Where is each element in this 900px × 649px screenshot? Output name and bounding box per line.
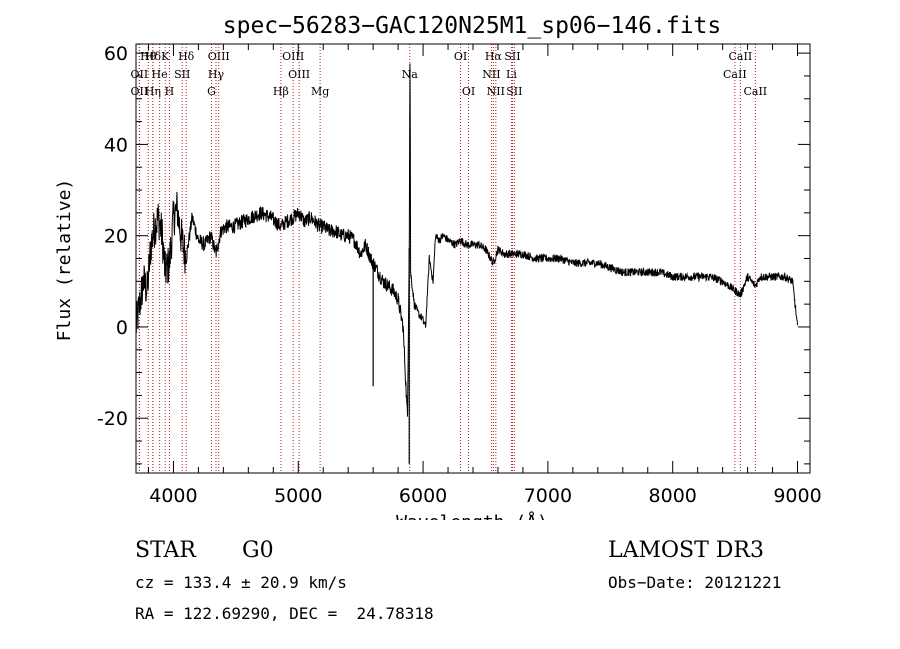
line-marker-label-18: OI [454, 50, 467, 63]
coordinates: RA = 122.69290, DEC = 24.78318 [135, 604, 434, 623]
line-marker-label-9: Hδ [178, 50, 195, 63]
line-marker-label-14: OIII [282, 50, 304, 63]
spectrum-series [135, 63, 798, 464]
line-marker-label-16: Mg [311, 85, 329, 98]
line-marker-label-13: Hβ [273, 85, 289, 98]
y-tick-label: -20 [97, 408, 128, 430]
y-tick-label: 60 [104, 43, 128, 65]
y-tick-label: 40 [104, 134, 128, 156]
object-subclass: G0 [242, 538, 274, 563]
y-axis-label: Flux (relative) [54, 179, 75, 342]
x-tick-label: 5000 [274, 485, 322, 507]
object-class: STAR [135, 538, 196, 563]
survey-name: LAMOST DR3 [608, 538, 764, 563]
line-marker-label-19: OI [462, 85, 475, 98]
line-marker-label-26: CaII [729, 50, 753, 63]
axes: 4000 5000 6000 7000 8000 9000 -20 0 20 40 60 [97, 43, 822, 507]
line-marker-label-21: NII [482, 68, 500, 81]
spectrum-chart: spec−56283−GAC120N25M1_sp06−146.fits Wav… [54, 13, 822, 520]
line-marker-label-15: OIII [288, 68, 310, 81]
line-marker-label-2: OII [131, 85, 149, 98]
y-tick-label: 0 [116, 317, 128, 339]
line-marker-label-6: K [161, 50, 170, 63]
line-marker-label-8: H [165, 85, 175, 98]
line-marker-label-4: He [152, 68, 168, 81]
x-tick-label: 8000 [649, 485, 697, 507]
line-marker-label-23: SII [504, 50, 520, 63]
y-tick-label: 20 [104, 226, 128, 248]
x-tick-label: 6000 [399, 485, 447, 507]
line-marker-label-24: Li [506, 68, 517, 81]
line-marker-label-5: Hη [145, 85, 161, 98]
line-marker-label-22: NII [487, 85, 505, 98]
line-marker-label-28: CaII [743, 85, 767, 98]
x-axis-label: Wavelength (Å) [396, 511, 548, 520]
plot-frame [135, 43, 811, 474]
line-marker-label-7: SII [174, 68, 190, 81]
x-tick-label: 9000 [773, 485, 821, 507]
line-marker-label-25: SII [506, 85, 522, 98]
x-tick-label: 7000 [524, 485, 572, 507]
line-marker-label-11: Hγ [208, 68, 225, 81]
line-marker-label-20: Hα [485, 50, 503, 63]
line-marker-label-12: G [207, 85, 216, 98]
chart-title: spec−56283−GAC120N25M1_sp06−146.fits [223, 13, 722, 39]
x-tick-label: 4000 [149, 485, 197, 507]
redshift-value: cz = 133.4 ± 20.9 km/s [135, 573, 347, 592]
line-marker-label-10: OIII [208, 50, 230, 63]
line-marker-label-27: CaII [723, 68, 747, 81]
obs-date: Obs−Date: 20121221 [608, 573, 782, 592]
spectrum-line [135, 63, 798, 417]
